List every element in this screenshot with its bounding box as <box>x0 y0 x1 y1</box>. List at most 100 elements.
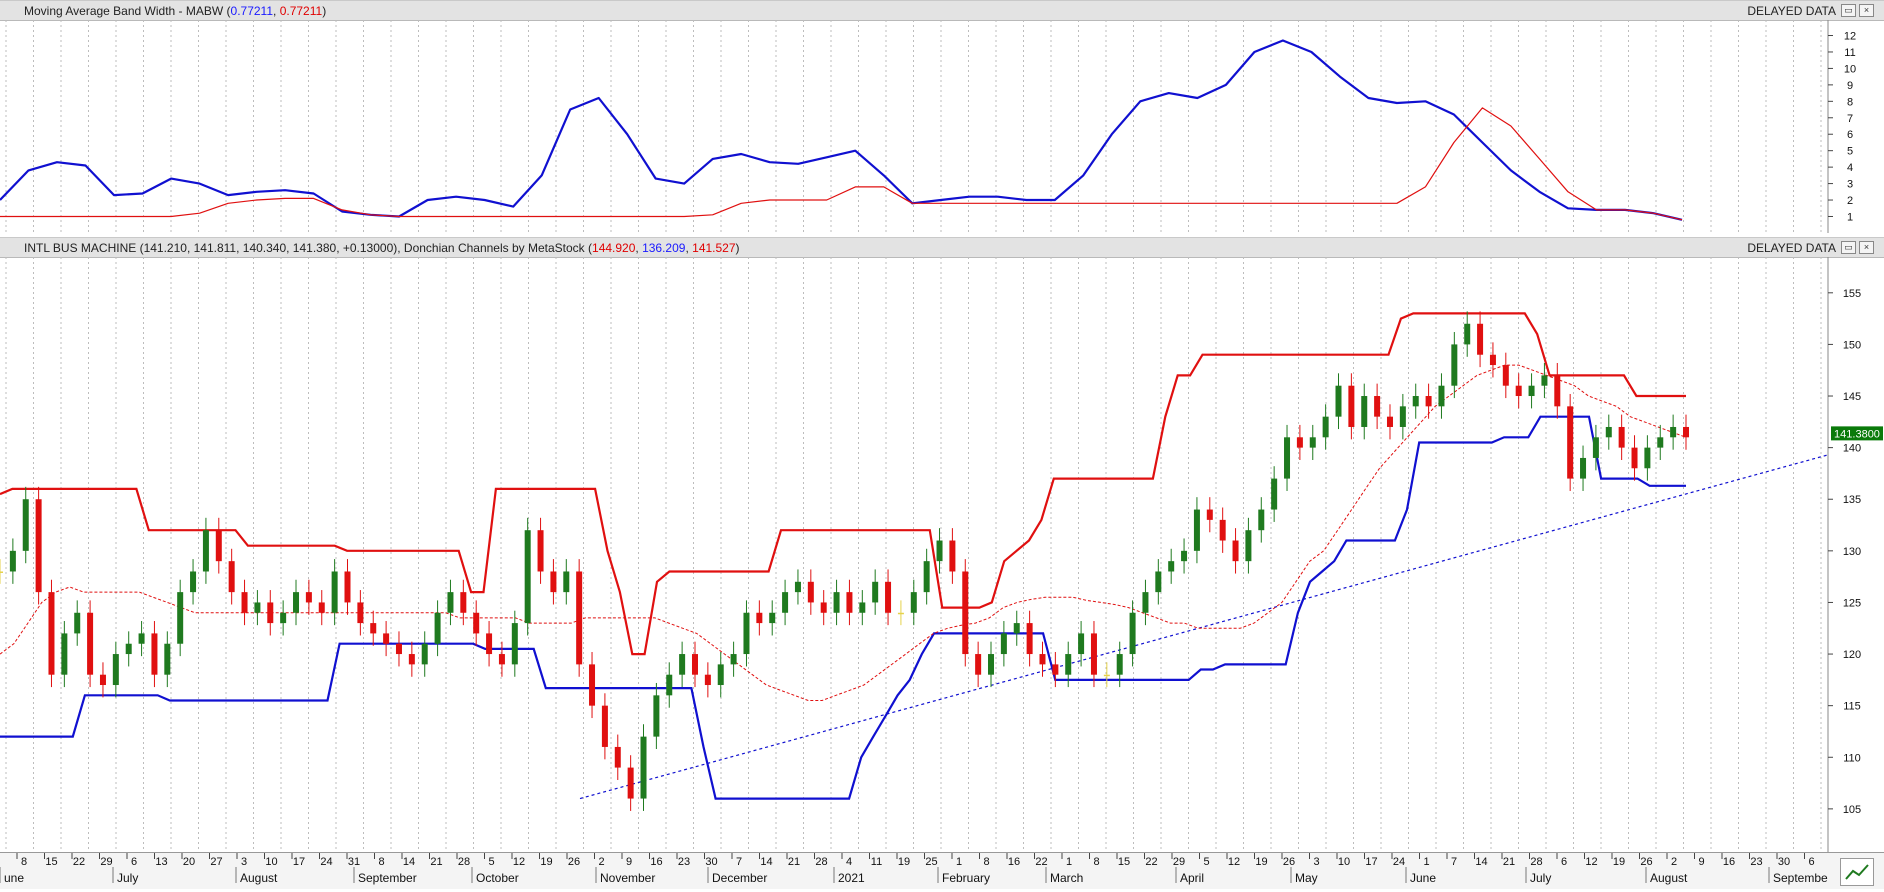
candle-body <box>293 592 300 613</box>
chart-options-icon[interactable] <box>1840 858 1874 886</box>
month-label: October <box>476 871 519 885</box>
mabw-y-tick-label: 8 <box>1847 96 1853 108</box>
time-tick-label: 19 <box>1613 856 1625 868</box>
candle-body <box>1399 406 1406 427</box>
candle-body <box>408 654 415 665</box>
close-icon[interactable]: × <box>1859 241 1874 254</box>
candle-body <box>897 612 904 615</box>
candle-body <box>769 612 776 624</box>
time-tick-label: 8 <box>1093 856 1099 868</box>
time-tick-label: 17 <box>293 856 305 868</box>
mabw-pane-header: Moving Average Band Width - MABW (0.7721… <box>0 0 1884 21</box>
price-title: INTL BUS MACHINE (141.210, 141.811, 140.… <box>24 241 740 255</box>
time-tick-label: 16 <box>650 856 662 868</box>
donchian-lower-line <box>0 415 1686 800</box>
candle-body <box>782 592 789 613</box>
time-tick-label: 5 <box>1203 856 1209 868</box>
candle-body <box>1348 385 1355 427</box>
candle-body <box>177 592 184 644</box>
candle-body <box>1502 365 1509 386</box>
time-tick-label: 12 <box>1228 856 1240 868</box>
price-delayed-label: DELAYED DATA <box>1747 241 1836 255</box>
price-chart[interactable]: 105 110 115 120 125 130 135 140 145 150 155 141.380… <box>0 257 1884 853</box>
time-tick-label: 28 <box>815 856 827 868</box>
candle-body <box>833 592 840 613</box>
candle-body <box>975 654 982 675</box>
month-label: December <box>712 871 767 885</box>
price-y-tick-label: 105 <box>1843 804 1861 816</box>
time-axis[interactable]: 8 15 22 29 6 13 20 27 3 10 17 24 31 8 14 21 28 5 12 19 26 2 9 1… <box>0 852 1884 889</box>
candle-body <box>1309 437 1316 448</box>
last-price-tag-box <box>1831 426 1883 441</box>
candle-body <box>1489 354 1496 366</box>
candle-body <box>743 612 750 655</box>
candle-body <box>1528 385 1535 397</box>
month-label: March <box>1050 871 1083 885</box>
candle-body <box>370 623 377 634</box>
candle-body <box>601 705 608 747</box>
candle-body <box>280 612 287 624</box>
trend-line <box>579 454 1829 800</box>
candle-body <box>190 571 197 593</box>
mabw-y-tick-label: 12 <box>1844 31 1856 43</box>
candle-body <box>627 767 634 799</box>
candle-body <box>1567 406 1574 479</box>
candle-body <box>1374 396 1381 417</box>
month-label: April <box>1180 871 1204 885</box>
time-tick-label: 28 <box>1530 856 1542 868</box>
candle-body <box>704 674 711 686</box>
month-label: November <box>600 871 655 885</box>
candle-body <box>112 654 119 686</box>
month-label: July <box>117 871 138 885</box>
candle-body <box>1103 674 1110 677</box>
donchian-mid: 141.527 <box>692 241 736 255</box>
close-icon[interactable]: × <box>1859 4 1874 17</box>
candle-body <box>1219 519 1226 541</box>
candle-body <box>859 602 866 613</box>
candle-body <box>962 571 969 655</box>
time-tick-label: 23 <box>1750 856 1762 868</box>
time-tick-label: 22 <box>1035 856 1047 868</box>
candle-body <box>460 592 467 613</box>
candle-body <box>614 746 621 768</box>
donchian-upper: 144.920 <box>592 241 636 255</box>
donchian-lower: 136.209 <box>642 241 686 255</box>
candle-body <box>1245 530 1252 562</box>
candle-body <box>1683 426 1689 438</box>
time-tick-label: 7 <box>1451 856 1457 868</box>
candle-body <box>910 592 917 613</box>
last-price-tag: 141.3800 <box>1834 428 1880 440</box>
time-tick-label: 22 <box>73 856 85 868</box>
time-tick-label: 29 <box>1173 856 1185 868</box>
candle-body <box>228 561 235 593</box>
price-y-tick-label: 135 <box>1843 494 1861 506</box>
time-tick-label: 9 <box>1698 856 1704 868</box>
time-tick-label: 14 <box>760 856 772 868</box>
candle-body <box>730 654 737 665</box>
time-tick-label: 19 <box>540 856 552 868</box>
candle-body <box>421 643 428 665</box>
month-label: Septembe <box>1773 871 1828 885</box>
time-tick-label: 15 <box>45 856 57 868</box>
candle-body <box>215 530 222 562</box>
candle-body <box>202 530 209 572</box>
mabw-y-tick-label: 11 <box>1844 47 1855 59</box>
candle-body <box>1412 396 1419 407</box>
time-tick-label: 19 <box>898 856 910 868</box>
candle-body <box>486 633 493 655</box>
candle-body <box>9 550 16 572</box>
donchian-mid-line <box>0 364 1687 701</box>
restore-icon[interactable]: ▭ <box>1841 4 1856 17</box>
candle-body <box>1181 550 1188 562</box>
mabw-y-tick-label: 7 <box>1847 113 1853 125</box>
restore-icon[interactable]: ▭ <box>1841 241 1856 254</box>
candle-body <box>923 561 930 593</box>
candle-body <box>717 664 724 686</box>
candle-body <box>1644 447 1651 469</box>
mabw-value-b: 0.77211 <box>279 4 323 18</box>
time-tick-label: 5 <box>488 856 494 868</box>
time-tick-label: 3 <box>241 856 247 868</box>
candle-body <box>267 602 274 624</box>
candle-body <box>1129 612 1136 655</box>
